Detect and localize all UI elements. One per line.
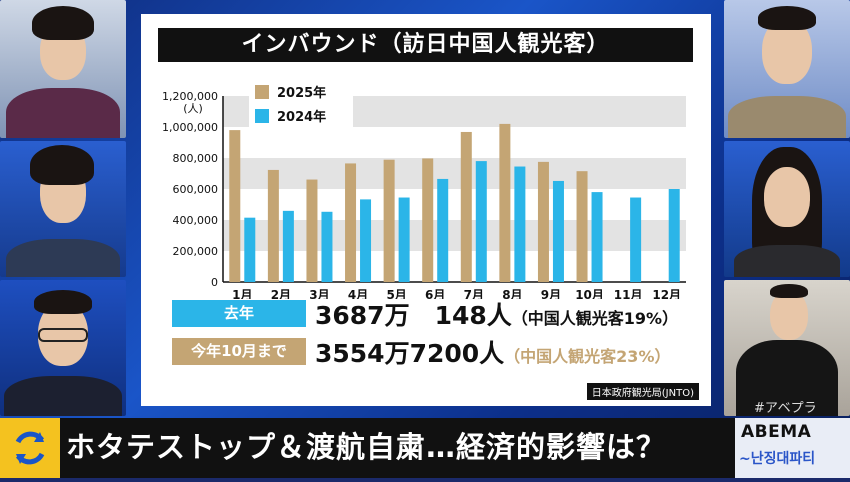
bar-2024-10 — [591, 192, 603, 282]
bar-2024-12 — [668, 189, 680, 282]
x-tick-label: 4月 — [348, 288, 368, 299]
y-tick-label: 400,000 — [173, 214, 219, 227]
grid-band — [223, 158, 686, 189]
panelist-video-4 — [724, 0, 850, 138]
panelist-video-2 — [0, 141, 126, 277]
y-tick-label: 1,200,000 — [162, 90, 218, 103]
x-tick-label: 1月 — [232, 288, 252, 299]
bar-2024-9 — [552, 180, 564, 282]
bar-2025-3 — [306, 179, 318, 282]
bar-2024-11 — [630, 197, 642, 282]
legend-swatch — [255, 109, 269, 123]
x-tick-label: 8月 — [502, 288, 522, 299]
x-tick-label: 3月 — [309, 288, 329, 299]
bar-2024-7 — [475, 161, 487, 282]
grid-band — [223, 220, 686, 251]
x-tick-label: 11月 — [614, 288, 643, 299]
this-year-label: 今年10月まで — [172, 338, 306, 365]
last-year-note: （中国人観光客19%） — [511, 309, 679, 328]
panelist-video-1 — [0, 0, 126, 138]
bar-2025-4 — [345, 163, 357, 282]
ticker-headline: ホタテストップ＆渡航自粛…経済的影響は？ — [66, 430, 667, 464]
x-tick-label: 10月 — [575, 288, 604, 299]
bar-chart: 0 200,000 400,000 600,000 800,000 1,000,000 1,… — [162, 78, 686, 299]
last-year-label: 去年 — [172, 300, 306, 327]
chart-title: インバウンド（訪日中国人観光客） — [158, 28, 693, 62]
this-year-number: 3554万7200人 — [315, 339, 505, 368]
panelist-video-5 — [724, 141, 850, 277]
panelist-video-3 — [0, 280, 126, 416]
bar-2024-4 — [360, 199, 372, 282]
x-tick-label: 5月 — [386, 288, 406, 299]
bar-2024-3 — [321, 211, 333, 282]
infographic-board: インバウンド（訪日中国人観光客） 0 200,000 400,000 600,000 8… — [141, 14, 711, 406]
y-unit-label: (人) — [183, 102, 203, 115]
bar-2025-8 — [499, 123, 511, 283]
x-tick-label: 6月 — [425, 288, 445, 299]
logo-subtitle: ~난징대파티 — [739, 451, 816, 467]
bar-2024-2 — [282, 210, 294, 282]
bar-2025-9 — [537, 161, 549, 282]
y-tick-label: 800,000 — [173, 152, 219, 165]
logo-name: ABEMA — [741, 422, 812, 442]
guest-remote-video — [724, 280, 850, 416]
bar-2024-5 — [398, 197, 410, 282]
y-tick-label: 1,000,000 — [162, 121, 218, 134]
x-tick-label: 2月 — [271, 288, 291, 299]
bar-2025-10 — [576, 171, 588, 282]
legend-label: 2024年 — [277, 109, 326, 125]
refresh-icon — [0, 418, 60, 478]
channel-logo: ABEMA ~난징대파티 — [735, 418, 850, 478]
x-tick-label: 7月 — [464, 288, 484, 299]
bar-2025-1 — [229, 130, 241, 282]
last-year-number: 3687万 148人 — [315, 301, 512, 330]
news-ticker: ホタテストップ＆渡航自粛…経済的影響は？ — [0, 418, 735, 478]
data-source: 日本政府観光局(JNTO) — [586, 383, 699, 400]
this-year-note: （中国人観光客23%） — [504, 347, 671, 366]
x-tick-label: 9月 — [541, 288, 561, 299]
bar-2025-6 — [422, 158, 434, 282]
bar-2024-6 — [437, 178, 449, 282]
y-tick-label: 0 — [211, 276, 218, 289]
show-hashtag: #アベプラ — [754, 401, 817, 416]
bar-2025-2 — [267, 169, 279, 282]
y-tick-label: 200,000 — [173, 245, 219, 258]
bar-2025-7 — [460, 131, 472, 282]
bar-2025-5 — [383, 159, 395, 282]
bar-2024-1 — [244, 217, 256, 282]
y-tick-label: 600,000 — [173, 183, 219, 196]
this-year-value: 3554万7200人（中国人観光客23%） — [315, 334, 670, 370]
last-year-value: 3687万 148人（中国人観光客19%） — [315, 296, 678, 332]
legend-swatch — [255, 85, 269, 99]
bar-2024-8 — [514, 166, 526, 282]
x-tick-label: 12月 — [652, 288, 681, 299]
legend-label: 2025年 — [277, 85, 326, 101]
